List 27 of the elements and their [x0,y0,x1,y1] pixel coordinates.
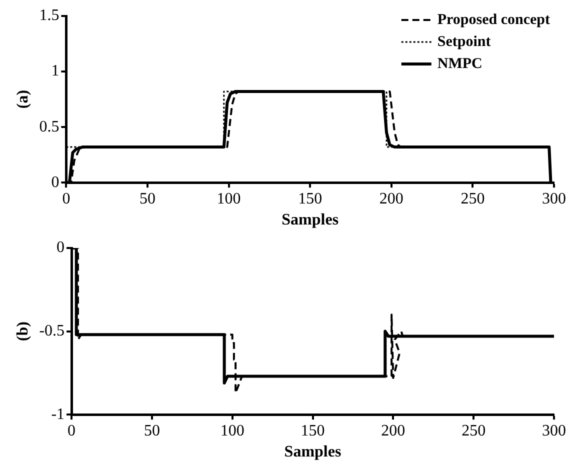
y-axis-title: (b) [14,322,32,342]
x-tick-label: 200 [379,190,404,208]
x-tick-label: 300 [542,422,566,440]
x-tick-label: 100 [216,190,241,208]
y-axis-title: (a) [14,90,32,109]
y-tick-label: 0 [56,239,65,256]
x-tick-label: 250 [462,422,486,440]
x-tick-label: 150 [298,190,322,208]
x-tick-label: 250 [460,190,485,208]
y-tick-label: -0.5 [39,322,65,340]
x-tick-label: 50 [140,190,156,208]
x-tick-label: 300 [542,190,566,208]
y-tick-label: -1 [51,406,65,423]
x-tick-label: 50 [144,422,160,440]
x-tick-label: 200 [381,422,406,440]
x-axis-title: Samples [284,444,342,461]
y-tick-label: 1.5 [39,7,60,24]
legend-label: Setpoint [437,34,491,50]
y-tick-label: 0.5 [39,118,60,136]
y-tick-label: 0 [51,174,60,191]
x-axis-title: Samples [282,212,339,229]
legend-label: NMPC [437,56,482,72]
x-tick-label: 100 [220,422,244,440]
y-tick-label: 1 [51,62,60,80]
x-tick-label: 150 [300,422,325,440]
legend-label: Proposed concept [437,12,550,28]
x-tick-label: 0 [68,422,76,440]
